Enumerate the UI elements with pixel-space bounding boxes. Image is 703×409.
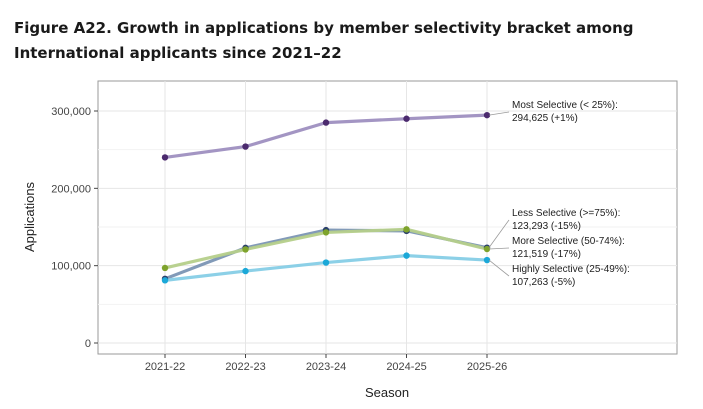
data-point-0-1 <box>242 143 249 150</box>
data-point-2-3 <box>403 226 410 233</box>
annotation-leader <box>488 219 510 248</box>
data-point-3-4 <box>483 256 491 264</box>
data-point-0-4 <box>483 111 491 119</box>
y-axis-title: Applications <box>22 181 37 252</box>
data-point-2-0 <box>161 264 169 272</box>
series-label-2-line-1: 121,519 (-17%) <box>512 249 581 260</box>
chart-title: Figure A22. Growth in applications by me… <box>14 19 634 62</box>
data-point-0-3 <box>403 115 410 122</box>
data-point-3-2 <box>322 259 330 266</box>
y-tick-label: 200,000 <box>51 183 91 195</box>
x-tick-label: 2024-25 <box>386 361 426 373</box>
data-point-3-1 <box>242 267 249 275</box>
x-axis-ticks: 2021-22 2022-23 2023-24 2024-25 2025-26 <box>145 354 507 373</box>
data-point-0-2 <box>322 119 330 126</box>
data-point-3-3 <box>403 252 410 259</box>
plot-panel <box>97 80 678 355</box>
data-point-2-4 <box>483 245 491 253</box>
x-tick-label: 2021-22 <box>145 361 185 373</box>
data-point-3-0 <box>161 277 169 284</box>
gridlines <box>98 81 677 354</box>
series-label-2-line-0: More Selective (50-74%): <box>512 236 625 247</box>
series-label-0-line-0: Most Selective (< 25%): <box>512 100 618 111</box>
annotation-layer: Most Selective (< 25%): 294,625 (+1%) Less… <box>488 100 630 288</box>
x-tick-label: 2025-26 <box>467 361 507 373</box>
y-tick-label: 300,000 <box>51 106 91 118</box>
x-tick-label: 2023-24 <box>306 361 346 373</box>
y-tick-label: 100,000 <box>51 261 91 273</box>
data-point-2-1 <box>242 246 249 253</box>
series-label-3-line-0: Highly Selective (25-49%): <box>512 264 630 275</box>
data-point-2-2 <box>322 229 330 236</box>
y-tick-label: 0 <box>85 338 91 350</box>
y-axis-ticks: 0 100,000 200,000 300,000 <box>51 106 98 350</box>
series-label-1-line-0: Less Selective (>=75%): <box>512 208 620 219</box>
annotation-leader <box>488 247 510 250</box>
series-label-1-line-1: 123,293 (-15%) <box>512 221 581 232</box>
x-tick-label: 2022-23 <box>225 361 265 373</box>
x-axis-title: Season <box>365 385 409 400</box>
series-label-3-line-1: 107,263 (-5%) <box>512 277 575 288</box>
annotation-leader <box>488 111 510 116</box>
annotation-leader <box>488 259 510 277</box>
data-point-0-0 <box>161 154 169 161</box>
series-layer <box>161 111 491 284</box>
series-label-0-line-1: 294,625 (+1%) <box>512 113 578 124</box>
